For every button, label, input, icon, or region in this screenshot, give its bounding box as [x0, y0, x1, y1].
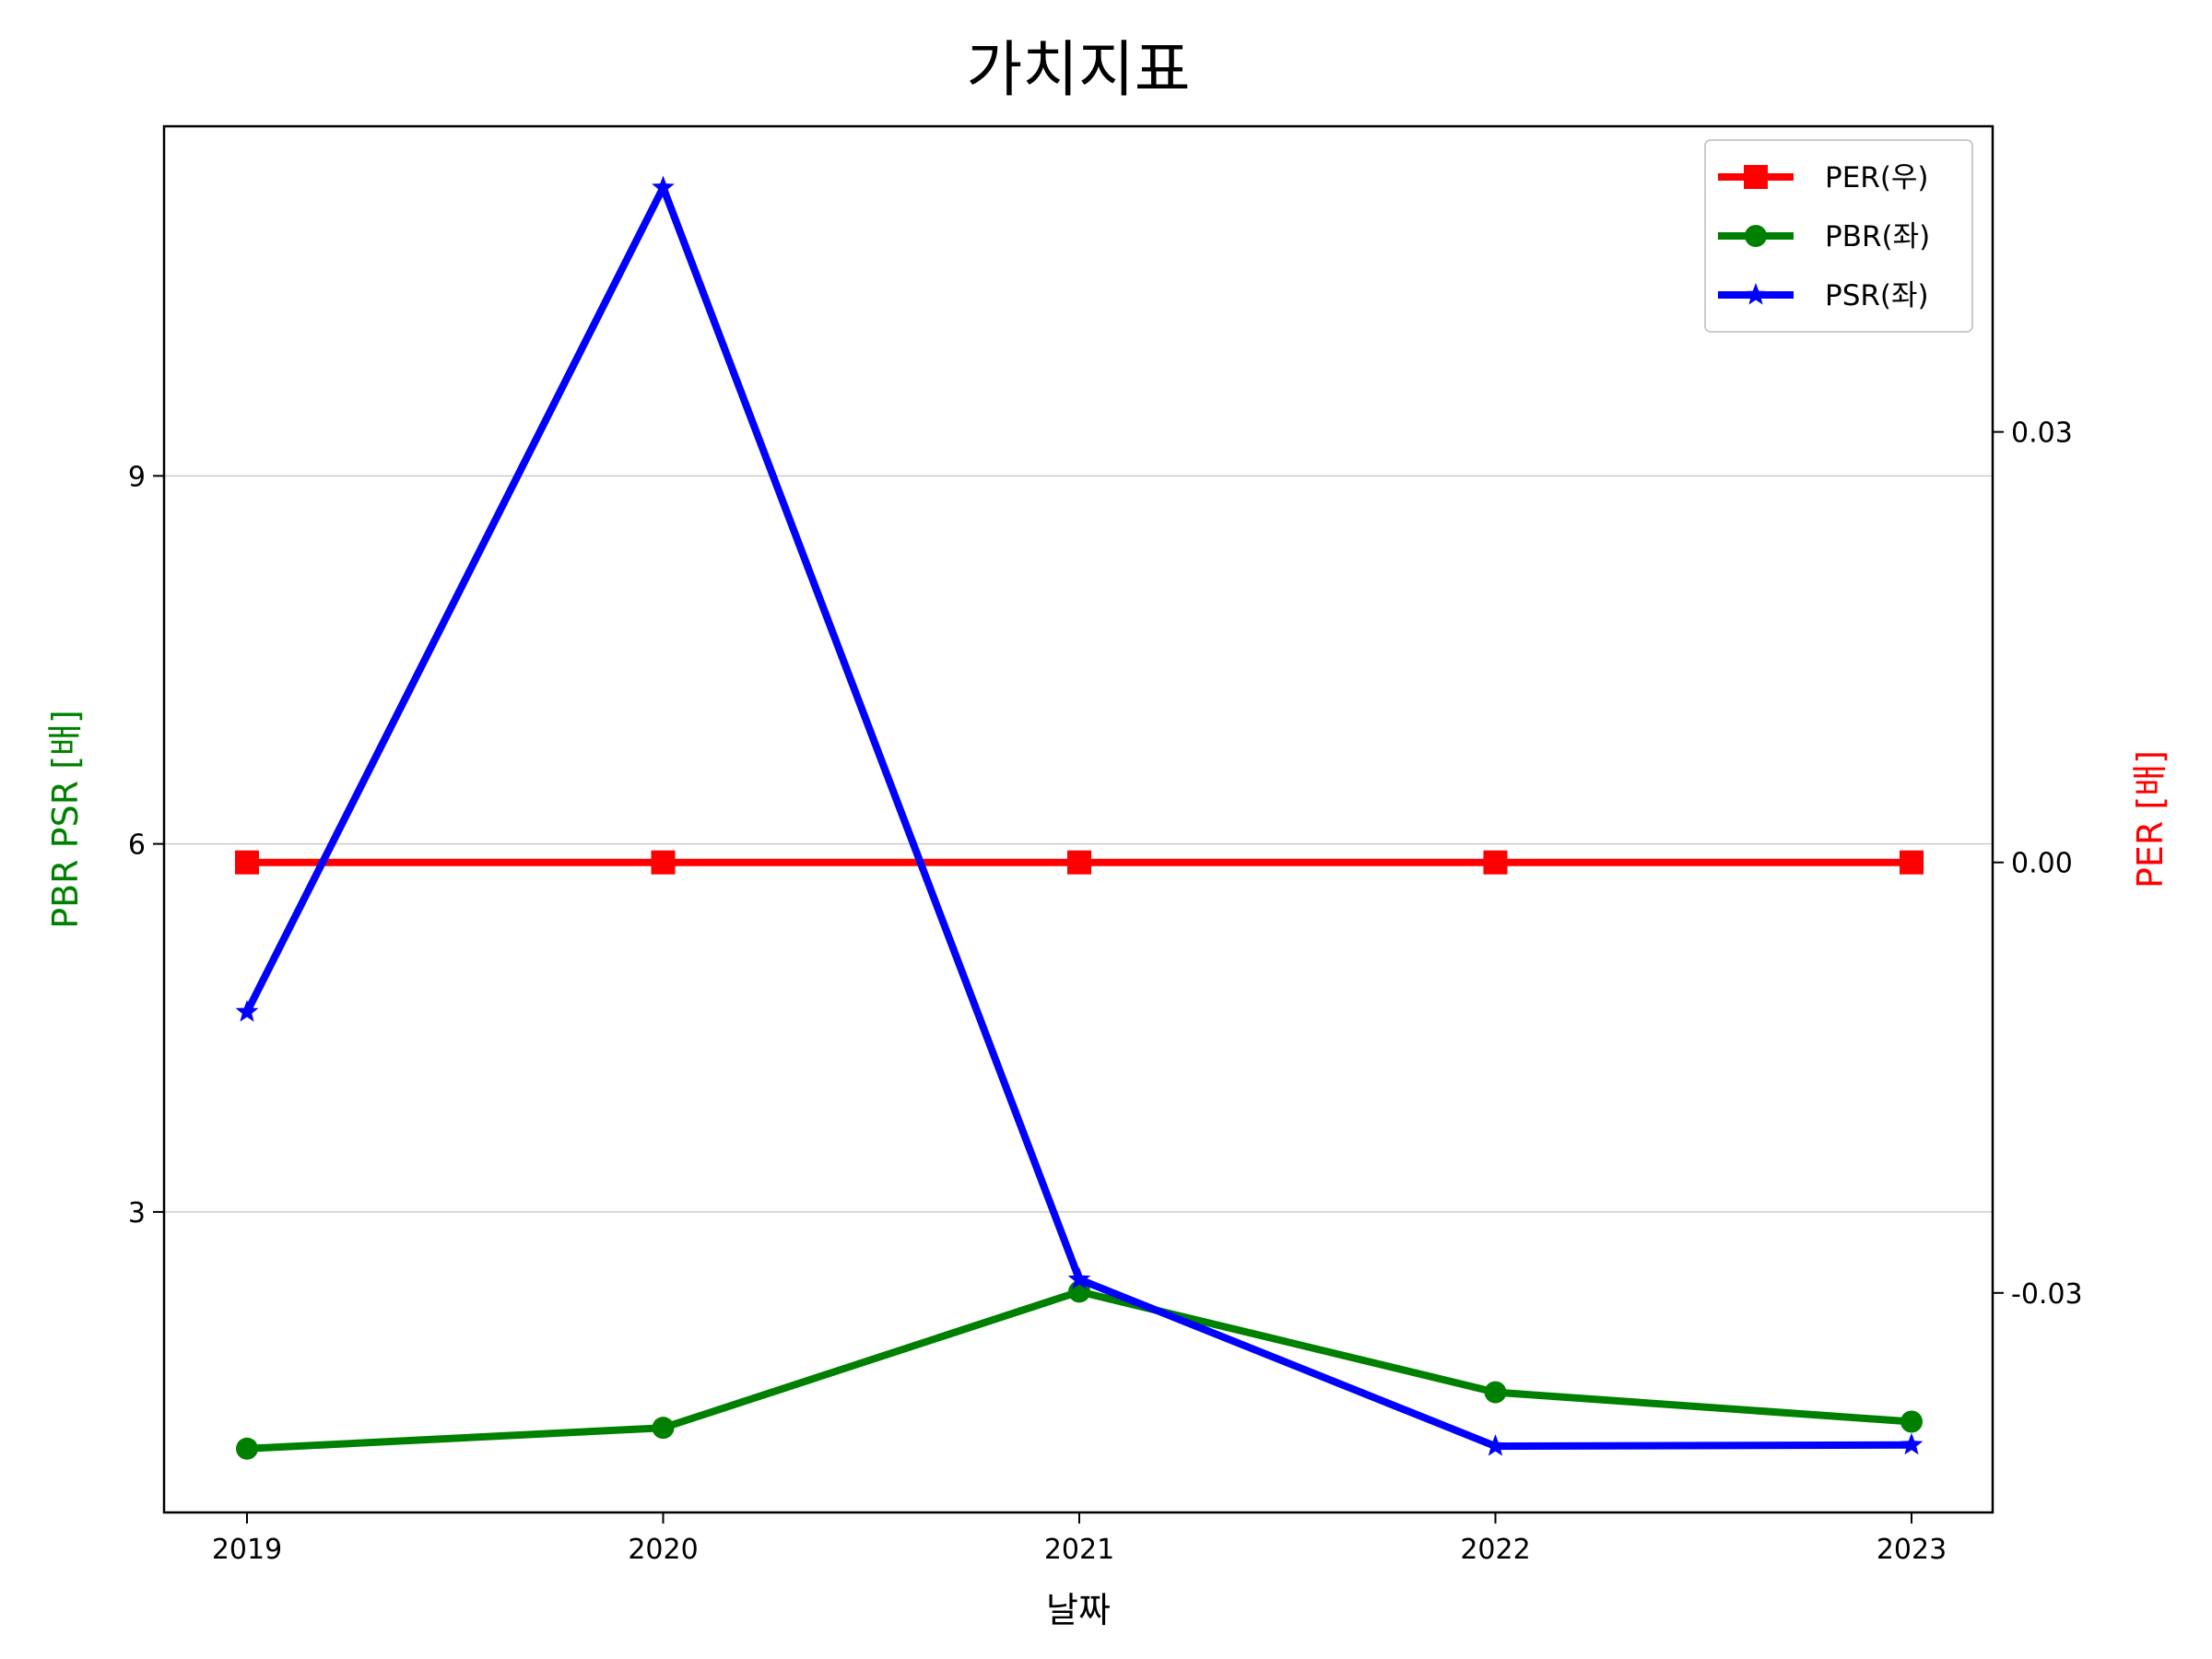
- right-y-axis: -0.03 0.00 0.03: [1993, 418, 2083, 1311]
- x-tick-label: 2021: [1044, 1534, 1114, 1566]
- data-point: [1484, 1434, 1507, 1456]
- right-tick-label: -0.03: [2011, 1278, 2083, 1311]
- data-point: [1900, 1410, 1923, 1433]
- right-tick-label: 0.00: [2011, 848, 2073, 880]
- data-point: [1900, 850, 1924, 875]
- x-axis-title: 날짜: [1046, 1590, 1111, 1630]
- data-point: [1484, 1381, 1507, 1404]
- series-PSR(좌): [235, 175, 1924, 1456]
- data-point: [235, 1000, 259, 1022]
- legend-swatch-marker: [1744, 283, 1768, 305]
- series-layer: [235, 175, 1924, 1460]
- legend: PER(우) PBR(좌) PSR(좌): [1704, 139, 1973, 333]
- left-tick-label: 9: [128, 461, 146, 493]
- left-tick-label: 6: [128, 830, 146, 862]
- left-y-axis-title: PBR PSR [배]: [45, 710, 86, 929]
- legend-box: [1704, 139, 1973, 333]
- data-point: [651, 850, 676, 875]
- legend-swatch-marker: [1745, 225, 1767, 247]
- left-tick-label: 3: [128, 1197, 146, 1230]
- legend-swatch-marker: [1744, 165, 1768, 189]
- data-point: [1067, 850, 1091, 875]
- legend-item: PER(우): [1718, 161, 1929, 194]
- data-point: [235, 850, 259, 875]
- data-point: [1067, 1267, 1091, 1289]
- x-tick-label: 2020: [628, 1534, 698, 1566]
- legend-label: PSR(좌): [1825, 279, 1929, 312]
- gridlines: [164, 475, 1993, 1213]
- data-point: [652, 1417, 675, 1440]
- legend-item: PBR(좌): [1718, 220, 1930, 253]
- x-tick-label: 2019: [212, 1534, 282, 1566]
- data-point: [1483, 850, 1508, 875]
- x-axis: 2019 2020 2021 2022 2023: [212, 1512, 1947, 1566]
- legend-label: PBR(좌): [1825, 220, 1930, 253]
- right-y-axis-title: PER [배]: [2130, 750, 2171, 888]
- data-point: [652, 175, 675, 198]
- x-tick-label: 2023: [1877, 1534, 1947, 1566]
- legend-item: PSR(좌): [1718, 279, 1929, 312]
- x-tick-label: 2022: [1460, 1534, 1530, 1566]
- chart-title: 가치지표: [967, 34, 1191, 105]
- left-y-axis: 3 6 9: [128, 461, 164, 1230]
- legend-label: PER(우): [1825, 161, 1929, 194]
- data-point: [1900, 1432, 1924, 1455]
- right-tick-label: 0.03: [2011, 418, 2073, 450]
- series-PER(우): [235, 850, 1924, 875]
- data-point: [236, 1437, 258, 1460]
